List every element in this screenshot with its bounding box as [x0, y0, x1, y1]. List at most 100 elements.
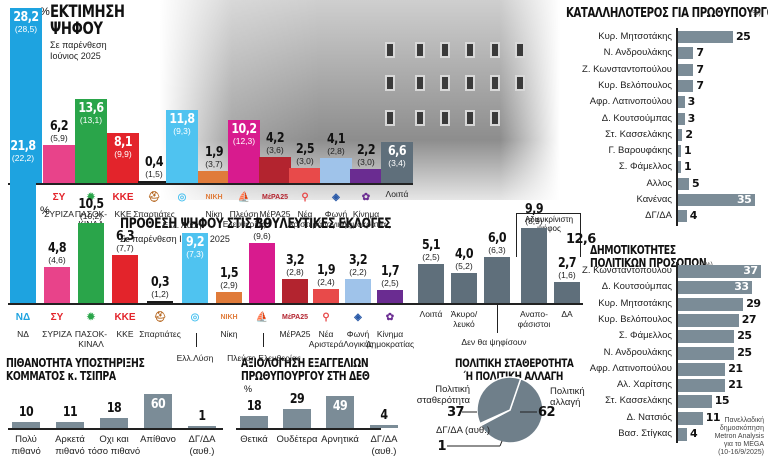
- popularity-label: Κυρ. Βελόπουλος: [598, 313, 672, 325]
- vote-intention-bar: [78, 223, 104, 303]
- most-suitable-pm-label: Δ. Κουτσούμπας: [601, 112, 672, 124]
- popularity-value: 21: [728, 361, 743, 375]
- pm-announcements-tif-bar: [370, 425, 398, 428]
- most-suitable-pm-value: 7: [696, 46, 704, 60]
- most-suitable-pm-label: ΔΓ/ΔΑ: [645, 210, 672, 222]
- most-suitable-pm-bar: [678, 194, 755, 206]
- mera25-logo-icon: ΜέΡΑ25: [282, 313, 308, 321]
- tsipras-party-support-axis: [8, 428, 223, 430]
- tif-title-line2: ΠΡΩΘΥΠΟΥΡΓΟΥ ΣΤΗ ΔΕΘ: [241, 369, 370, 383]
- tsipras-party-support-value: 18: [106, 400, 122, 416]
- vote-estimate-bar: [320, 157, 352, 183]
- source-line: (10-16/9/2025): [718, 449, 764, 456]
- most-suitable-pm-label: Στ. Κασσελάκης: [605, 128, 672, 140]
- vote-intention-value: 4,0: [454, 246, 474, 262]
- pie-slice: [476, 376, 522, 425]
- vote-intention-value: 0,3: [150, 274, 170, 290]
- popularity-value: 27: [741, 312, 757, 326]
- vote-estimate-prev-value: (9,9): [114, 148, 132, 159]
- pasok-logo-icon: ✹: [86, 191, 96, 203]
- source-note: Πανελλαδική δημοσκόπηση Metron Analysis …: [700, 417, 764, 457]
- most-suitable-pm-value: 5: [692, 176, 700, 190]
- vote-intention-value: 9,2: [185, 235, 205, 251]
- pm-suitable-unit: (%): [750, 10, 761, 17]
- most-suitable-pm-value: 7: [696, 62, 704, 76]
- vote-intention-prev-value: (6,3): [488, 245, 506, 256]
- vote-intention-bar: [282, 278, 308, 303]
- vote-intention-axis: [8, 303, 583, 305]
- vote-estimate-title: ΕΚΤΙΜΗΣΗ ΨΗΦΟΥ: [50, 2, 125, 39]
- vote-intention-label: ΔΑ: [561, 309, 573, 319]
- vote-intention-label: Λοιπά: [419, 309, 443, 319]
- popularity-bar: [678, 265, 762, 278]
- vote-intention-value: 21,8: [10, 139, 36, 155]
- popularity-bar: [678, 281, 753, 295]
- most-suitable-pm-bar: [678, 177, 689, 190]
- foni-logikis-logo-icon: ◈: [354, 311, 362, 323]
- most-suitable-pm-axis: [676, 28, 678, 226]
- popularity-title-line1: ΔΗΜΟΤΙΚΟΤΗΤΕΣ: [590, 243, 676, 257]
- most-suitable-pm-value: 3: [687, 111, 696, 125]
- source-line: Metron Analysis: [714, 433, 764, 440]
- vote-intention-prev-value: (10,2): [79, 211, 103, 222]
- tsipras-party-support-label: Πολύ πιθανό: [11, 434, 41, 457]
- vote-intention-prev-value: (22,2): [11, 153, 35, 164]
- tsipras-party-support-label: ΔΓ/ΔΑ (αυθ.): [188, 434, 216, 457]
- most-suitable-pm-bar: [678, 145, 681, 158]
- undecided-label: Αδιευκρίνιστη ψήφος: [524, 215, 574, 233]
- vote-estimate-label: Νίκη: [205, 209, 223, 219]
- popularity-value: 29: [746, 296, 761, 310]
- most-suitable-pm-label: Γ. Βαρουφάκης: [608, 145, 672, 157]
- vote-estimate-value: 28,2: [13, 10, 39, 26]
- vote-estimate-prev-value: (28,5): [14, 24, 38, 35]
- parliament-building-photo: [160, 0, 560, 200]
- tsipras-party-support-value: 11: [62, 404, 78, 420]
- nea-aristera-logo-icon: ⚲: [301, 191, 309, 203]
- vote-intention-value: 5,1: [421, 238, 441, 254]
- pie-slice: [478, 409, 511, 427]
- vote-estimate-axis: [8, 183, 413, 185]
- vote-intention-label: ΜέΡΑ25: [279, 329, 311, 339]
- vote-estimate-prev-value: (5,9): [50, 132, 68, 143]
- vote-estimate-prev-value: (3,6): [266, 144, 284, 155]
- connector-line: [196, 333, 197, 347]
- kinima-logo-icon: ✿: [361, 191, 371, 203]
- niki-logo-icon: ΝΙΚΗ: [205, 193, 223, 201]
- spartiates-logo-icon: ⛑: [153, 311, 167, 323]
- popularity-bar: [678, 395, 712, 409]
- pm-announcements-tif-label: Θετικά: [240, 434, 268, 445]
- most-suitable-pm-label: Αλλος: [646, 177, 672, 189]
- popularity-label: Δ. Νατσιός: [626, 411, 672, 423]
- vote-estimate-prev-value: (12,3): [232, 135, 256, 146]
- vote-intention-unit: %: [40, 205, 50, 217]
- popularity-label: Κυρ. Μητσοτάκης: [598, 297, 672, 309]
- vote-intention-value: 7,9: [252, 216, 272, 232]
- popularity-value: 25: [737, 345, 752, 359]
- pie-value-stability: 37: [447, 405, 465, 420]
- vote-intention-value: 6,0: [487, 231, 507, 247]
- mera25-logo-icon: ΜέΡΑ25: [262, 193, 288, 201]
- vote-intention-prev-value: (2,5): [381, 278, 399, 289]
- plefsi-logo-icon: ⛵: [237, 191, 251, 203]
- vote-intention-bar: [451, 272, 477, 303]
- popularity-value: 4: [690, 427, 698, 440]
- vote-intention-value: 1,5: [219, 265, 239, 281]
- most-suitable-pm-bar: [678, 210, 687, 223]
- most-suitable-pm-bar: [678, 128, 683, 141]
- niki-logo-icon: ΝΙΚΗ: [220, 313, 238, 321]
- pie-slice: [479, 377, 544, 444]
- pm-announcements-tif-label: Ουδέτερα: [276, 434, 318, 445]
- vote-intention-bar: [112, 255, 138, 303]
- most-suitable-pm-bar: [678, 161, 681, 174]
- vote-estimate-value: 2,5: [295, 141, 315, 157]
- vote-intention-label: Σπαρτιάτες: [139, 329, 181, 339]
- kinima-logo-icon: ✿: [385, 311, 395, 323]
- vote-intention-title: ΠΡΟΘΕΣΗ ΨΗΦΟΥ ΣΤΙΣ ΒΟΥΛΕΥΤΙΚΕΣ ΕΚΛΟΓΕΣ: [120, 216, 392, 232]
- vote-estimate-value: 6,6: [387, 144, 407, 160]
- ell-lysi-logo-icon: ◎: [177, 191, 187, 203]
- tif-unit: %: [244, 384, 253, 394]
- plefsi-logo-icon: ⛵: [255, 311, 269, 323]
- pie-title-line1: ΠΟΛΙΤΙΚΗ ΣΤΑΘΕΡΟΤΗΤΑ: [455, 356, 574, 370]
- popularity-bar: [678, 346, 735, 360]
- vote-intention-label: ΠΑΣΟΚ- ΚΙΝΑΛ: [74, 329, 108, 349]
